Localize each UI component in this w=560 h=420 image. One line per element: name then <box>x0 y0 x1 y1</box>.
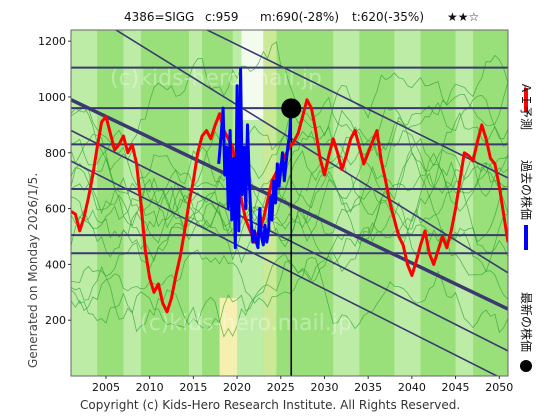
header-current: c:959 <box>205 10 239 24</box>
header-ticker: 4386=SIGG <box>124 10 194 24</box>
y-tick-label: 200 <box>45 314 66 327</box>
y-tick-label: 600 <box>45 203 66 216</box>
forecast-fan-line <box>71 111 508 242</box>
legend-latest-swatch <box>520 360 532 372</box>
x-tick-label: 2050 <box>485 381 513 394</box>
copyright-footer: Copyright (c) Kids-Hero Research Institu… <box>80 398 460 412</box>
x-tick-label: 2025 <box>267 381 295 394</box>
x-tick-label: 2035 <box>354 381 382 394</box>
y-tick-label: 400 <box>45 258 66 271</box>
forecast-fan-line <box>71 41 508 214</box>
trend-channel-line <box>71 129 508 352</box>
x-tick-label: 2040 <box>398 381 426 394</box>
trend-channels <box>71 30 508 376</box>
watermark-top: (c)kids-hero.mail.jp <box>110 66 322 91</box>
x-tick-label: 2030 <box>310 381 338 394</box>
x-tick-label: 2015 <box>179 381 207 394</box>
legend-ai-label: ＡＩ予測 <box>519 82 533 130</box>
header-ma: m:690(-28%) <box>260 10 339 24</box>
forecast-fan-line <box>71 116 508 229</box>
x-tick-label: 2010 <box>136 381 164 394</box>
trend-channel-line <box>71 98 508 311</box>
x-axis: 2005 2010 2015 2020 2025 2030 2035 2040 2045 2050 <box>92 376 513 394</box>
x-tick-label: 2005 <box>92 381 120 394</box>
y-tick-label: 1200 <box>38 35 66 48</box>
header-target: t:620(-35%) <box>352 10 424 24</box>
legend-past-label: 過去の株価 <box>519 160 534 220</box>
generated-label: Generated on Monday 2026/1/5. <box>26 173 40 368</box>
plot-frame <box>70 29 509 377</box>
trend-channel-line <box>205 30 508 179</box>
x-tick-label: 2020 <box>223 381 251 394</box>
legend: ＡＩ予測 過去の株価 最新の株価 <box>519 82 534 372</box>
background-band <box>71 30 98 376</box>
forecast-fan-line <box>71 213 508 338</box>
background-band <box>188 30 203 376</box>
header-rating: ★★☆ <box>447 10 479 24</box>
past-price-line <box>217 67 293 250</box>
legend-latest-label: 最新の株価 <box>519 292 534 352</box>
ai-forecast-line <box>71 98 508 314</box>
y-tick-label: 800 <box>45 147 66 160</box>
forecast-fan-line <box>71 201 508 331</box>
forecast-fan-line <box>71 54 508 230</box>
plot-area: (c)kids-hero.mail.jp (c)kids-hero.mail.j… <box>71 30 508 376</box>
y-axis: 200 400 600 800 1000 1200 <box>38 35 71 327</box>
forecast-fan-line <box>71 249 508 334</box>
watermark-bottom: (c)kids-hero.mail.jp <box>140 311 352 336</box>
horizontal-levels <box>71 66 508 255</box>
background-band <box>123 30 141 376</box>
background-band <box>241 30 264 120</box>
latest-price-marker <box>281 98 302 119</box>
x-tick-label: 2045 <box>442 381 470 394</box>
background-band <box>219 297 238 376</box>
y-tick-label: 1000 <box>38 91 66 104</box>
trend-channel-line <box>71 160 499 376</box>
